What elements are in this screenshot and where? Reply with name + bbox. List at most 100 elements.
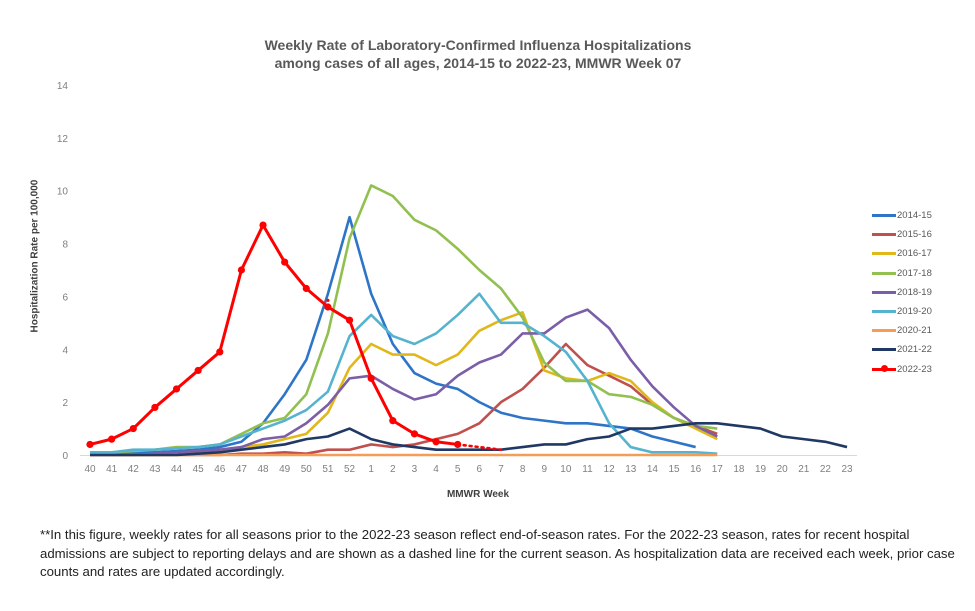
x-tick-label: 17 bbox=[712, 464, 724, 475]
legend-item: 2020-21 bbox=[872, 321, 972, 340]
legend-swatch bbox=[872, 252, 896, 256]
y-tick-label: 10 bbox=[57, 187, 69, 198]
legend-item: 2021-22 bbox=[872, 340, 972, 359]
legend-item: 2015-16 bbox=[872, 225, 972, 244]
legend-swatch bbox=[872, 365, 896, 373]
data-point bbox=[216, 348, 224, 356]
x-tick-label: 9 bbox=[541, 464, 547, 475]
x-tick-label: 6 bbox=[477, 464, 483, 475]
legend-label: 2014-15 bbox=[897, 210, 932, 222]
series-2018-19 bbox=[90, 308, 718, 457]
chart-title: Weekly Rate of Laboratory-Confirmed Infl… bbox=[264, 37, 692, 53]
legend-marker-icon bbox=[881, 365, 888, 373]
x-tick-label: 4 bbox=[433, 464, 439, 475]
x-tick-label: 19 bbox=[755, 464, 767, 475]
series-dashed-line bbox=[456, 443, 503, 452]
x-tick-label: 51 bbox=[322, 464, 334, 475]
data-point bbox=[367, 374, 375, 382]
series-2019-20 bbox=[90, 292, 718, 455]
data-point bbox=[324, 303, 332, 311]
data-point bbox=[454, 440, 462, 449]
x-tick-label: 48 bbox=[257, 464, 269, 475]
y-tick-label: 14 bbox=[57, 81, 69, 92]
chart-legend: 2014-15 2015-16 2016-17 2017-18 2018-19 2019-… bbox=[872, 206, 972, 379]
legend-swatch bbox=[872, 348, 896, 352]
x-tick-label: 46 bbox=[214, 464, 226, 475]
series-2016-17 bbox=[90, 310, 718, 457]
series-2014-15 bbox=[90, 215, 696, 454]
legend-swatch bbox=[872, 290, 896, 294]
y-tick-label: 8 bbox=[62, 240, 68, 251]
legend-label: 2018-19 bbox=[897, 286, 932, 298]
x-tick-label: 18 bbox=[733, 464, 745, 475]
y-tick-label: 2 bbox=[62, 398, 68, 409]
y-tick-label: 4 bbox=[62, 345, 68, 356]
x-tick-label: 10 bbox=[560, 464, 572, 475]
x-tick-label: 2 bbox=[390, 464, 396, 475]
data-point bbox=[151, 403, 159, 412]
series-lines bbox=[86, 184, 848, 457]
legend-item: 2019-20 bbox=[872, 302, 972, 321]
legend-label: 2019-20 bbox=[897, 306, 932, 318]
legend-swatch bbox=[872, 310, 896, 314]
x-tick-label: 41 bbox=[106, 464, 118, 475]
x-tick-label: 7 bbox=[498, 464, 504, 475]
legend-label: 2017-18 bbox=[897, 267, 932, 279]
x-tick-label: 50 bbox=[301, 464, 313, 475]
x-tick-label: 14 bbox=[647, 464, 659, 475]
y-tick-label: 12 bbox=[57, 134, 69, 145]
x-tick-label: 20 bbox=[777, 464, 789, 475]
series-2017-18 bbox=[89, 184, 718, 455]
legend-item: 2017-18 bbox=[872, 264, 972, 283]
stray-data-point bbox=[326, 298, 330, 302]
legend-swatch bbox=[872, 271, 896, 275]
data-point bbox=[345, 316, 354, 324]
x-tick-label: 22 bbox=[820, 464, 832, 475]
data-point bbox=[129, 424, 137, 433]
x-tick-label: 11 bbox=[582, 464, 593, 475]
x-axis-ticks: 40 41 42 43 44 45 46 47 48 49 50 51 52 1 2 3 4 5 6 7 8 9 10 11 1… bbox=[84, 464, 853, 475]
data-point bbox=[389, 417, 397, 425]
legend-item: 2022-23 bbox=[872, 360, 972, 379]
x-tick-label: 47 bbox=[236, 464, 248, 475]
series-line bbox=[90, 215, 696, 454]
chart-title-block: Weekly Rate of Laboratory-Confirmed Infl… bbox=[0, 36, 956, 72]
data-point bbox=[281, 258, 289, 266]
series-line bbox=[90, 308, 718, 457]
x-tick-label: 23 bbox=[841, 464, 853, 475]
series-line bbox=[90, 310, 718, 457]
data-point bbox=[410, 430, 419, 438]
data-point bbox=[259, 221, 267, 229]
x-tick-label: 44 bbox=[171, 464, 183, 475]
x-tick-label: 5 bbox=[455, 464, 461, 475]
legend-label: 2022-23 bbox=[897, 363, 932, 375]
data-point bbox=[194, 366, 202, 375]
legend-item: 2016-17 bbox=[872, 244, 972, 263]
x-tick-label: 42 bbox=[128, 464, 140, 475]
chart-subtitle: among cases of all ages, 2014-15 to 2022… bbox=[274, 55, 682, 71]
legend-swatch bbox=[872, 329, 896, 333]
y-tick-label: 6 bbox=[62, 292, 68, 303]
y-axis-ticks: 0 2 4 6 8 10 12 14 bbox=[57, 81, 69, 462]
y-tick-label: 0 bbox=[62, 451, 68, 462]
x-tick-label: 12 bbox=[604, 464, 616, 475]
x-tick-label: 16 bbox=[690, 464, 702, 475]
data-point bbox=[86, 440, 94, 449]
legend-item: 2014-15 bbox=[872, 206, 972, 225]
series-line bbox=[90, 421, 848, 457]
data-point bbox=[108, 435, 116, 443]
x-tick-label: 1 bbox=[368, 464, 374, 475]
x-tick-label: 21 bbox=[798, 464, 810, 475]
x-tick-label: 3 bbox=[412, 464, 418, 475]
footnote: **In this figure, weekly rates for all s… bbox=[40, 527, 955, 580]
x-axis-label: MMWR Week bbox=[446, 489, 510, 500]
series-2021-22 bbox=[90, 421, 848, 457]
x-tick-label: 15 bbox=[668, 464, 680, 475]
x-tick-label: 45 bbox=[193, 464, 205, 475]
legend-label: 2021-22 bbox=[897, 344, 932, 356]
legend-swatch bbox=[872, 214, 896, 218]
series-line bbox=[89, 184, 718, 455]
data-point bbox=[237, 266, 246, 274]
x-tick-label: 43 bbox=[149, 464, 161, 475]
